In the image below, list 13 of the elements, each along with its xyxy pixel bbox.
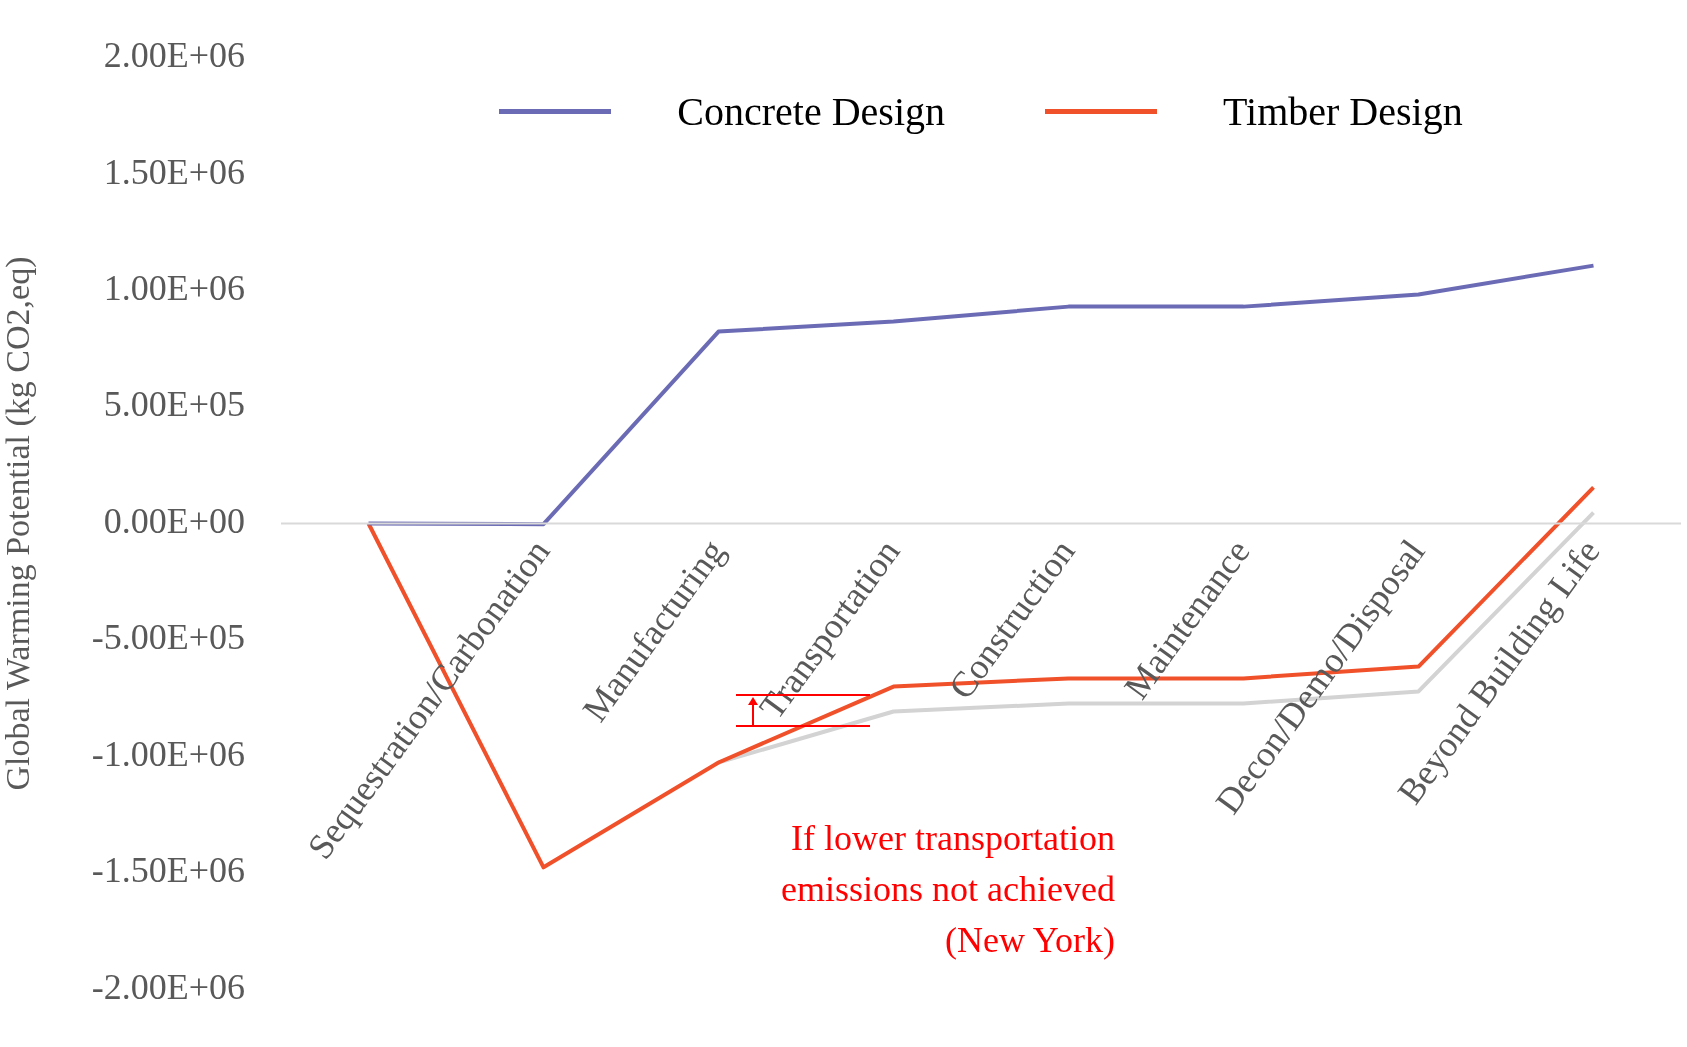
y-tick-label: -1.00E+06 xyxy=(91,733,245,774)
y-tick-label: -2.00E+06 xyxy=(91,966,245,1007)
annotation: If lower transportation emissions not achieved (New York) xyxy=(780,817,1115,962)
legend-label: Concrete Design xyxy=(677,88,946,135)
y-tick-label: 0.00E+00 xyxy=(103,500,245,541)
y-tick-label: 1.00E+06 xyxy=(103,268,245,308)
y-axis-title: Global Warming Potential (kg CO2,eq) xyxy=(0,256,38,791)
y-tick-label: 2.00E+06 xyxy=(103,35,245,76)
y-tick-label: 1.50E+06 xyxy=(103,151,245,192)
legend-label: Timber Design xyxy=(1223,88,1463,135)
y-tick-label: -1.50E+06 xyxy=(91,850,245,891)
y-tick-label: 5.00E+05 xyxy=(103,384,245,425)
y-tick-label: -5.00E+05 xyxy=(91,617,245,658)
